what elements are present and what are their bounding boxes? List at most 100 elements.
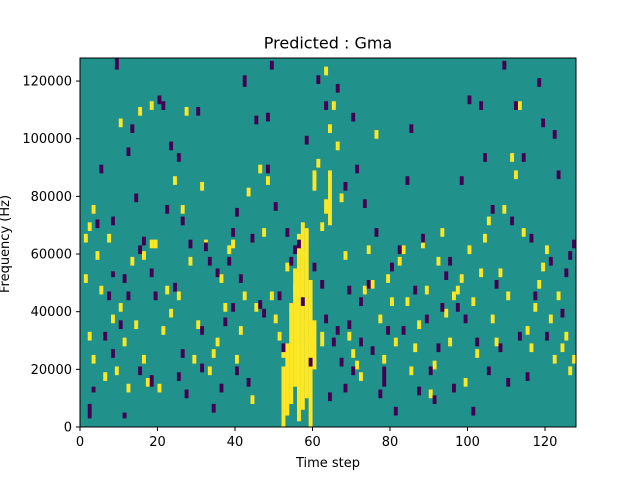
heatmap-cell-low [114,58,119,70]
heatmap-cell-low [370,346,375,355]
heatmap-cell-high [153,239,158,249]
heatmap-cell-high [262,228,267,237]
heatmap-cell-high [142,251,146,260]
heatmap-cell-high [320,331,325,347]
heatmap-cell-high [242,291,247,301]
heatmap-cell-low [200,363,205,373]
heatmap-cell-high [432,360,437,370]
heatmap-cell-low [95,219,100,229]
heatmap-cell-low [138,245,143,255]
heatmap-cell-low [107,291,112,301]
heatmap-cell-high [324,199,329,214]
heatmap-cell-low [401,326,406,335]
y-tick-label: 20000 [31,363,72,378]
heatmap-cell-high [370,279,375,289]
heatmap-cell-low [355,164,360,174]
heatmap-cell-low [502,60,507,70]
heatmap-cell-high [409,366,414,376]
heatmap-cell-high [351,349,356,358]
heatmap-cell-low [130,124,135,133]
heatmap-cell-high [355,360,360,370]
heatmap-cell-low [459,176,464,185]
heatmap-cell-high [339,193,344,203]
y-axis-label: Frequency (Hz) [0,195,13,293]
heatmap-cell-low [293,245,298,255]
heatmap-cell-low [514,101,518,110]
heatmap-cell-high [390,297,394,306]
heatmap-cell-high [440,228,445,237]
heatmap-cell-low [111,271,115,278]
heatmap-cell-low [266,164,270,174]
y-tick-label: 60000 [31,248,72,263]
heatmap-cell-low [231,303,236,312]
heatmap-cell-high [374,130,379,139]
heatmap-cell-high [506,291,511,301]
heatmap-cell-low [572,239,577,249]
heatmap-cell-high [455,285,460,295]
heatmap-cell-low [134,193,139,203]
heatmap-cell-high [297,279,301,289]
x-tick-label: 40 [227,435,244,450]
heatmap-cell-high [180,205,185,214]
heatmap-cell-high [142,354,146,364]
heatmap-cell-high [223,303,228,312]
heatmap-cell-low [475,337,480,347]
heatmap-cell-low [386,326,391,335]
heatmap-cell-low [440,303,445,312]
heatmap-cell-low [99,164,104,174]
heatmap-cell-low [246,377,251,387]
heatmap-cell-high [393,337,398,347]
heatmap-cell-low [521,153,526,162]
heatmap-cell-low [432,395,437,404]
heatmap-cell-high [335,141,340,151]
heatmap-cell-high [149,239,154,249]
heatmap-cell-low [378,389,383,399]
chart-title: Predicted : Gma [264,34,392,53]
heatmap-cell-high [300,251,305,260]
heatmap-cell-high [525,326,530,335]
heatmap-cell-high [188,256,193,266]
heatmap-cell-high [502,205,507,214]
heatmap-cell-high [312,176,317,191]
heatmap-cell-high [347,331,352,341]
heatmap-cell-high [83,233,88,243]
heatmap-cell-low [207,256,212,266]
heatmap-cell-high [479,268,484,278]
heatmap-cell-high [545,245,549,255]
heatmap-cell-low [176,153,181,162]
heatmap-cell-high [289,303,294,312]
heatmap-cell-low [176,372,181,381]
heatmap-cell-high [483,233,487,243]
heatmap-cell-high [114,366,119,376]
heatmap-cell-high [467,245,472,255]
heatmap-cell-high [192,354,197,364]
heatmap-cell-low [281,343,286,353]
heatmap-cell-low [111,349,115,358]
heatmap-cell-low [405,176,410,185]
heatmap-cell-high [556,291,561,301]
heatmap-cell-high [173,176,177,185]
heatmap-cell-low [486,366,491,376]
heatmap-cell-high [548,314,553,324]
y-tick-label: 40000 [31,305,72,320]
heatmap-cell-high [320,222,325,232]
heatmap-cell-high [552,354,557,364]
heatmap-cell-high [382,354,387,364]
heatmap-cell-high [308,337,313,347]
heatmap-cell-low [413,285,418,295]
heatmap-cell-low [510,216,515,226]
heatmap-cell-high [161,326,166,335]
heatmap-cell-high [250,395,255,404]
heatmap-cell-high [328,170,332,226]
heatmap-cell-high [541,262,546,272]
heatmap-cell-low [266,112,270,122]
heatmap-cell-high [87,222,92,232]
heatmap-cell-low [149,268,154,278]
heatmap-cell-low [417,386,422,396]
heatmap-cell-low [428,366,433,376]
heatmap-cell-high [83,274,88,283]
heatmap-cell-high [196,320,201,330]
heatmap-cell-low [316,75,321,84]
